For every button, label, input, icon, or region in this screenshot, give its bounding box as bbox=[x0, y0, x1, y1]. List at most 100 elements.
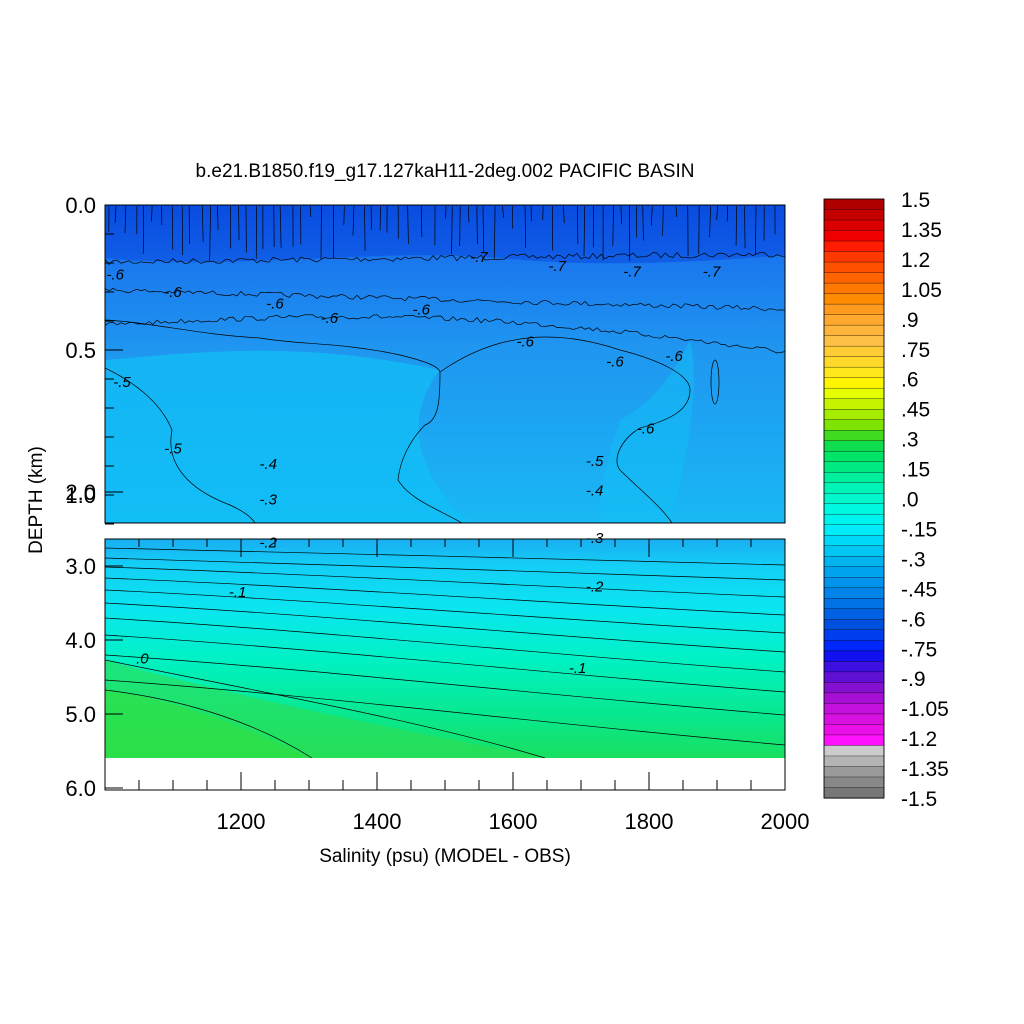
y-tick-label: 4.0 bbox=[65, 628, 96, 653]
chart-title: b.e21.B1850.f19_g17.127kaH11-2deg.002 PA… bbox=[196, 161, 695, 182]
contour-streak bbox=[343, 205, 345, 225]
contour-streak bbox=[238, 205, 240, 241]
contour-streak bbox=[524, 205, 526, 248]
contour-streak bbox=[352, 205, 355, 236]
colorbar-swatch bbox=[823, 766, 885, 778]
colorbar-swatch bbox=[823, 787, 885, 799]
contour-streak bbox=[171, 205, 174, 250]
contour-closed bbox=[710, 359, 720, 405]
contour-label: -.2 bbox=[586, 579, 604, 596]
contour-streak bbox=[744, 205, 746, 249]
colorbar-swatch bbox=[823, 608, 885, 620]
colorbar-swatch bbox=[823, 409, 885, 421]
contour-line bbox=[105, 679, 785, 746]
y-tick-label: 0.5 bbox=[65, 338, 96, 363]
colorbar-swatch bbox=[823, 503, 885, 515]
contour-label: -.6 bbox=[606, 354, 624, 371]
contour-line bbox=[105, 659, 546, 758]
contour-streak bbox=[620, 205, 622, 225]
contour-label: -.6 bbox=[164, 284, 182, 301]
colorbar-swatch bbox=[823, 671, 885, 683]
contour-label: -.7 bbox=[548, 258, 566, 275]
colorbar-label: .6 bbox=[901, 369, 919, 392]
colorbar-swatch bbox=[823, 745, 885, 757]
contour-label: -.3 bbox=[259, 491, 277, 508]
contour-label: -.7 bbox=[703, 264, 721, 281]
colorbar-swatch bbox=[823, 335, 885, 347]
contour-line bbox=[105, 577, 785, 616]
contour-streak bbox=[493, 205, 496, 259]
contour-streak bbox=[124, 205, 127, 233]
lower-contour-shading bbox=[105, 660, 545, 758]
colorbar-swatch bbox=[823, 209, 885, 221]
x-tick-label: 1200 bbox=[217, 809, 266, 834]
colorbar-label: 1.2 bbox=[901, 249, 930, 272]
colorbar-label: .15 bbox=[901, 459, 930, 482]
colorbar-label: .9 bbox=[901, 309, 919, 332]
colorbar-labels: 1.5 1.35 1.2 1.05 .9 .75 .6 .45 .3 .15 .0 -.15 -.3 -.… bbox=[901, 189, 949, 811]
contour-line bbox=[105, 634, 785, 693]
contour-label: -.7 bbox=[470, 249, 488, 266]
colorbar-swatch bbox=[823, 251, 885, 263]
colorbar-swatch bbox=[823, 556, 885, 568]
colorbar-frame bbox=[823, 198, 885, 799]
colorbar-label: .75 bbox=[901, 339, 930, 362]
contour-streak bbox=[217, 205, 219, 230]
x-tick-label: 1800 bbox=[625, 809, 674, 834]
contour-line bbox=[105, 617, 785, 673]
colorbar-swatch bbox=[823, 345, 885, 358]
colorbar-swatch bbox=[823, 472, 885, 484]
colorbar-swatch bbox=[823, 303, 885, 316]
x-axis-label: Salinity (psu) (MODEL - OBS) bbox=[319, 846, 571, 867]
colorbar-label: -1.35 bbox=[901, 758, 949, 781]
contour-label: -.6 bbox=[516, 333, 534, 350]
colorbar-swatch bbox=[823, 661, 885, 673]
contour-streak bbox=[675, 205, 678, 217]
y-tick-label: 1.0 bbox=[65, 483, 96, 508]
contour-label: -.6 bbox=[412, 301, 430, 318]
colorbar-swatch bbox=[823, 545, 885, 557]
colorbar-swatch bbox=[823, 461, 885, 473]
contour-streak bbox=[662, 205, 664, 236]
contour-label: -.5 bbox=[113, 374, 131, 391]
contour-streak bbox=[755, 205, 757, 255]
contour-streak bbox=[583, 205, 586, 257]
contour-label: -.5 bbox=[586, 453, 604, 470]
colorbar-swatch bbox=[823, 482, 885, 494]
colorbar-swatch bbox=[823, 314, 885, 326]
colorbar-swatch bbox=[823, 219, 885, 232]
colorbar-label: -1.5 bbox=[901, 788, 937, 811]
colorbar-label: -.9 bbox=[901, 668, 926, 691]
contour-label: -.7 bbox=[623, 264, 641, 281]
contour-streak bbox=[476, 205, 478, 245]
contour-streak bbox=[651, 205, 653, 226]
colorbar-label: -1.2 bbox=[901, 728, 937, 751]
colorbar-swatch bbox=[823, 734, 885, 747]
contour-streak bbox=[502, 205, 504, 218]
colorbar-swatch bbox=[823, 776, 885, 789]
contour-line bbox=[105, 314, 785, 354]
contour-label: -.1 bbox=[569, 660, 587, 677]
contour-streak bbox=[420, 205, 423, 237]
x-tick-label: 2000 bbox=[761, 809, 810, 834]
contour-streak bbox=[642, 205, 644, 241]
contour-label: -.6 bbox=[637, 420, 655, 437]
colorbar-swatch bbox=[823, 619, 885, 631]
contour-label: -.6 bbox=[665, 348, 683, 365]
colorbar-swatch bbox=[823, 692, 885, 704]
contour-line bbox=[105, 288, 785, 312]
colorbar-label: .3 bbox=[901, 429, 919, 452]
contour-line bbox=[439, 336, 691, 523]
upper-panel: -.7 -.7 -.7 -.7 -.6 -.6 -.6 -.6 -.6 -.6 -.6 -.6 -.6 -… bbox=[104, 204, 786, 524]
colorbar-swatch bbox=[823, 682, 885, 694]
colorbar-label: -.75 bbox=[901, 638, 937, 661]
contour-streak bbox=[114, 205, 117, 223]
colorbar-swatch bbox=[823, 524, 885, 536]
colorbar-label: 1.05 bbox=[901, 279, 942, 302]
contour-label: -.6 bbox=[321, 310, 339, 327]
contour-streak bbox=[563, 205, 565, 224]
contour-line bbox=[105, 547, 785, 566]
colorbar-swatch bbox=[823, 387, 885, 400]
contour-line bbox=[105, 654, 785, 716]
